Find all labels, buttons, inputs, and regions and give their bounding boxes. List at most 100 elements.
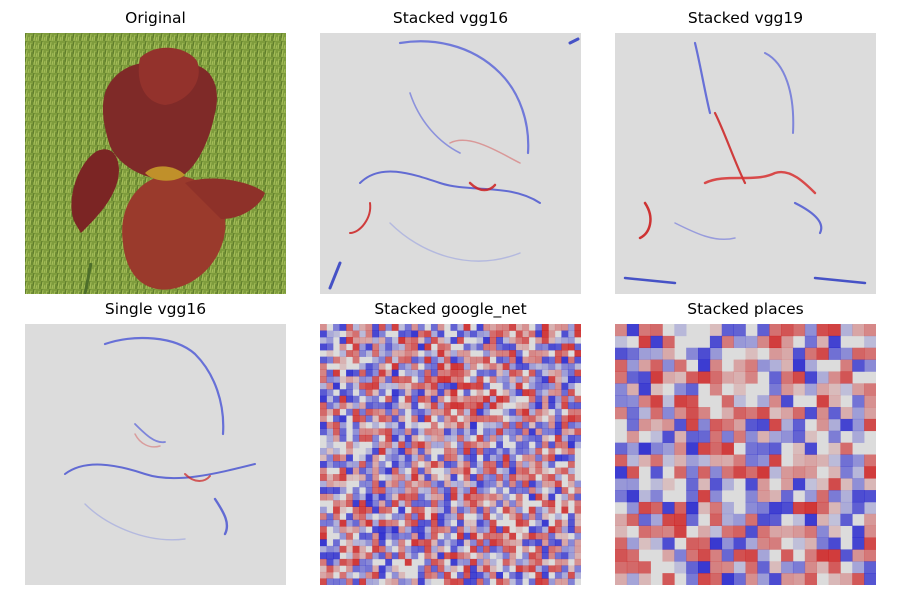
saliency-cell [470,376,477,384]
saliency-cell [686,513,699,526]
saliency-cell [470,454,477,462]
saliency-cell [352,350,360,357]
saliency-cell [522,402,530,410]
saliency-cell [769,573,782,585]
saliency-cell [733,549,746,562]
saliency-cell [626,549,640,562]
saliency-cell [792,466,806,479]
saliency-cell [391,324,399,331]
saliency-cell [457,421,464,429]
saliency-cell [561,382,569,390]
saliency-cell [398,441,406,449]
saliency-cell [548,480,556,488]
saliency-cell [757,573,770,585]
saliency-cell [502,539,510,547]
saliency-cell [359,480,366,488]
saliency-cell [320,454,327,462]
saliency-cell [489,565,497,573]
saliency-cell [450,369,458,377]
saliency-cell [502,447,510,455]
saliency-cell [541,578,549,585]
saliency-cell [769,513,782,526]
saliency-cell [496,461,503,468]
saliency-cell [496,441,503,449]
saliency-cell [404,337,412,344]
saliency-cell [333,474,340,481]
saliency-cell [463,350,471,357]
saliency-cell [535,363,543,370]
saliency-cell [509,487,517,494]
saliency-cell [470,363,477,370]
saliency-cell [385,454,393,462]
saliency-cell [430,395,438,403]
saliency-cell [535,545,543,553]
saliency-cell [567,461,575,468]
saliency-cell [411,454,419,462]
saliency-cell [443,389,451,397]
saliency-cell [463,487,471,494]
saliency-cell [483,415,490,423]
saliency-cell [816,395,829,408]
saliency-cell [391,337,399,344]
saliency-cell [372,467,380,475]
saliency-cell [326,395,334,403]
saliency-cell [404,500,412,507]
saliency-cell [372,506,380,514]
saliency-cell [417,487,425,494]
saliency-cell [554,434,562,442]
saliency-cell [483,369,490,377]
saliency-cell [417,571,425,579]
saliency-cell [443,454,451,462]
saliency-cell [352,402,360,410]
saliency-cell [745,573,758,585]
saliency-cell [391,369,399,377]
saliency-cell [378,539,386,547]
saliency-cell [686,549,699,562]
saliency-cell [561,434,569,442]
saliency-cell [411,421,419,429]
saliency-cell [721,324,734,337]
saliency-cell [430,500,438,507]
saliency-cell [567,408,575,416]
saliency-cell [709,561,723,574]
saliency-cell [320,363,327,370]
saliency-cell [398,578,406,585]
panel-title: Stacked places [687,300,804,318]
saliency-cell [365,376,373,384]
saliency-cell [417,337,425,344]
saliency-cell [509,408,517,416]
saliency-cell [476,480,484,488]
saliency-cell [372,539,380,547]
saliency-cell [430,506,438,514]
saliency-cell [457,408,464,416]
saliency-cell [502,506,510,514]
saliency-cell [339,480,347,488]
saliency-cell [548,487,556,494]
saliency-cell [372,330,380,338]
saliency-cell [398,571,406,579]
saliency-cell [476,506,484,514]
saliency-cell [662,478,675,491]
saliency-cell [615,359,628,372]
saliency-cell [450,350,458,357]
saliency-cell [745,525,758,538]
saliency-cell [852,549,865,562]
saliency-cell [424,454,432,462]
saliency-cell [463,441,471,449]
saliency-cell [674,442,687,455]
saliency-cell [483,356,490,364]
saliency-cell [320,506,327,514]
saliency-cell [561,447,569,455]
saliency-cell [864,407,876,420]
saliency-cell [674,454,687,467]
saliency-cell [483,506,490,514]
saliency-cell [496,487,503,494]
saliency-cell [554,519,562,527]
saliency-cell [457,539,464,547]
saliency-cell [365,571,373,579]
saliency-cell [352,493,360,501]
saliency-cell [554,552,562,560]
saliency-cell [437,324,445,331]
saliency-cell [385,487,393,494]
saliency-cell [502,545,510,553]
